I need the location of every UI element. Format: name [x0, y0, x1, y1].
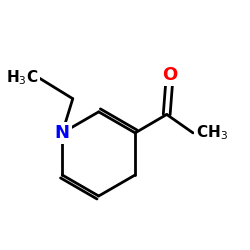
Text: CH$_3$: CH$_3$ [196, 124, 228, 142]
Text: O: O [162, 66, 177, 84]
Text: H$_3$C: H$_3$C [6, 68, 38, 87]
Text: N: N [55, 124, 70, 142]
